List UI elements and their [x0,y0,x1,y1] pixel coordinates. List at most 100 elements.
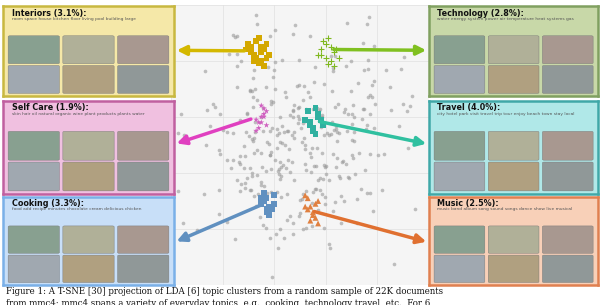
Point [254,126,263,131]
Point [319,225,328,230]
Point [326,53,336,58]
Point [275,159,285,164]
Point [296,126,306,131]
Point [303,207,313,212]
Text: Self Care (1.9%):: Self Care (1.9%): [11,103,88,113]
FancyBboxPatch shape [542,66,593,93]
Point [262,196,271,201]
Point [346,88,356,93]
Point [253,173,262,178]
Point [319,39,328,44]
FancyBboxPatch shape [434,255,485,282]
Point [209,102,218,106]
Point [370,125,379,130]
Point [326,131,336,136]
Point [255,215,265,220]
FancyBboxPatch shape [118,226,169,253]
FancyBboxPatch shape [488,131,539,160]
Point [229,33,238,38]
Point [282,128,292,133]
Point [297,196,307,201]
Point [301,226,311,231]
Point [365,15,374,20]
Point [303,109,313,114]
Point [289,136,299,141]
Point [407,94,417,99]
Point [289,108,298,113]
Text: Interiors (3.1%):: Interiors (3.1%): [11,9,86,18]
Point [348,156,358,160]
Point [380,152,389,157]
Point [294,214,304,218]
Point [232,84,241,89]
Point [331,47,341,52]
Point [349,138,359,143]
Point [331,124,340,129]
Point [352,221,362,226]
Point [257,114,266,119]
Point [232,178,242,183]
Point [280,89,289,94]
Point [317,150,327,155]
Point [316,117,325,122]
Point [338,159,348,163]
FancyBboxPatch shape [8,131,59,160]
Point [250,130,260,135]
Point [370,78,379,83]
Point [253,98,262,102]
Point [265,34,275,39]
Point [272,132,282,137]
Point [365,191,374,196]
Point [248,76,257,81]
FancyBboxPatch shape [118,36,169,64]
Point [245,166,255,171]
Point [266,166,275,171]
Point [313,178,323,182]
Point [335,176,344,181]
Point [304,89,313,94]
FancyBboxPatch shape [118,255,169,282]
Point [339,109,349,114]
Point [275,115,285,120]
Point [262,123,271,128]
Point [270,28,280,33]
Point [241,130,251,135]
Point [250,87,260,92]
Point [342,128,352,133]
Point [365,112,374,117]
Point [285,113,295,117]
FancyBboxPatch shape [118,162,169,191]
Point [245,88,254,93]
FancyBboxPatch shape [8,36,59,64]
Point [269,68,279,73]
Point [295,105,304,110]
Point [362,22,372,27]
Point [337,159,347,164]
Point [317,113,327,118]
Point [256,44,266,49]
Point [249,58,259,63]
FancyBboxPatch shape [542,36,593,64]
Point [259,105,268,110]
Point [324,133,334,138]
Point [301,117,310,122]
Point [359,68,369,73]
Point [288,231,298,236]
Point [301,204,310,209]
Point [386,107,395,112]
Point [362,191,372,196]
Point [367,83,377,88]
Point [317,114,327,119]
Point [305,204,315,209]
Point [241,154,250,159]
Point [322,131,332,136]
FancyBboxPatch shape [63,36,114,64]
FancyBboxPatch shape [63,131,114,160]
Point [349,130,359,135]
FancyBboxPatch shape [63,66,114,93]
Point [298,192,307,196]
Point [285,170,295,175]
Point [364,57,373,62]
Point [277,123,287,128]
Point [248,89,257,94]
